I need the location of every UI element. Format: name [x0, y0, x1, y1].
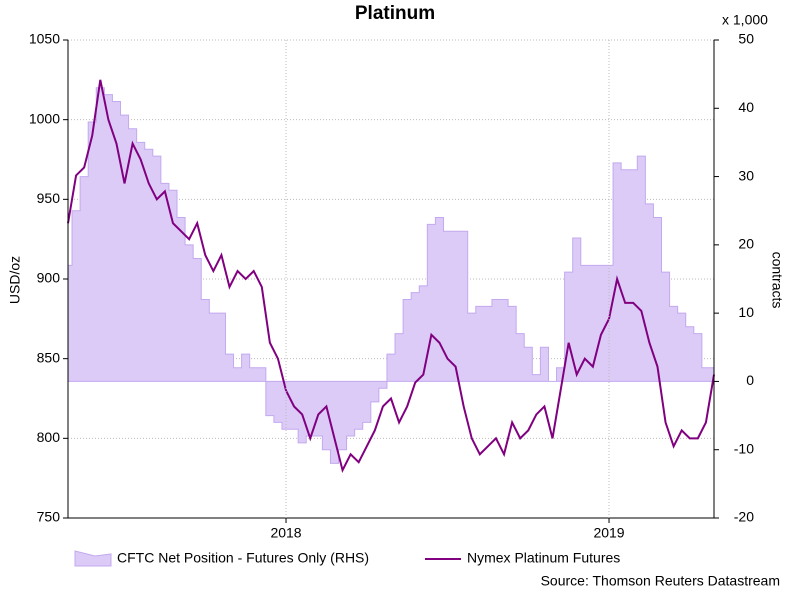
x-tick-label: 2019	[593, 525, 624, 541]
y2-tick-label: 50	[738, 31, 754, 47]
legend-label: CFTC Net Position - Futures Only (RHS)	[117, 550, 369, 566]
y-tick-label: 850	[37, 349, 61, 365]
y2-tick-label: 0	[746, 372, 754, 388]
chart-title: Platinum	[355, 3, 435, 24]
y2-tick-label: 30	[738, 167, 754, 183]
source: Source: Thomson Reuters Datastream	[541, 573, 780, 589]
y-tick-label: 800	[37, 429, 61, 445]
y-tick-label: 1000	[29, 110, 60, 126]
y-tick-label: 900	[37, 270, 61, 286]
area	[67, 87, 715, 464]
y2-tick-label: 20	[738, 236, 754, 252]
legend-swatch	[74, 550, 112, 567]
y-tick-label: 1050	[29, 31, 60, 47]
x-tick-label: 2018	[270, 525, 301, 541]
line	[67, 79, 715, 474]
y-axis-label: USD/oz	[7, 256, 23, 304]
y2-tick-label: -10	[734, 440, 754, 456]
y2-unit: x 1,000	[722, 12, 768, 28]
legend-label: Nymex Platinum Futures	[467, 550, 620, 566]
y-tick-label: 750	[37, 509, 61, 525]
y2-tick-label: 10	[738, 304, 754, 320]
y2-axis-label: contracts	[769, 252, 785, 309]
y2-tick-label: -20	[734, 509, 754, 525]
y2-tick-label: 40	[738, 99, 754, 115]
y-tick-label: 950	[37, 190, 61, 206]
